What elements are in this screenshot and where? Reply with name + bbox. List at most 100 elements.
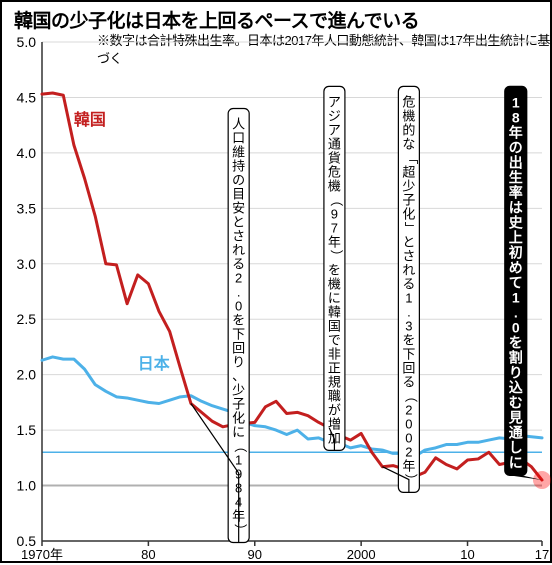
svg-text:1.0: 1.0 <box>17 478 37 494</box>
svg-text:込: 込 <box>509 379 523 395</box>
svg-text:に: に <box>232 425 245 440</box>
svg-text:10: 10 <box>460 547 474 562</box>
svg-text:）: ） <box>233 524 248 537</box>
svg-text:し: し <box>509 439 523 455</box>
svg-text:割: 割 <box>509 349 523 365</box>
svg-text:人: 人 <box>232 117 245 132</box>
svg-text:0: 0 <box>405 431 412 446</box>
svg-text:回: 回 <box>232 341 245 356</box>
svg-text:1970年: 1970年 <box>21 547 63 562</box>
svg-text:安: 安 <box>232 201 245 216</box>
svg-text:2000: 2000 <box>347 547 376 562</box>
svg-text:2.5: 2.5 <box>17 311 37 327</box>
svg-text:に: に <box>509 454 523 470</box>
svg-text:）: ） <box>403 473 418 486</box>
svg-text:を: を <box>402 333 415 348</box>
svg-text:3: 3 <box>405 319 412 334</box>
svg-text:率: 率 <box>509 184 523 200</box>
svg-text:と: と <box>232 215 245 230</box>
svg-text:ジ: ジ <box>328 109 341 124</box>
svg-text:は: は <box>509 199 523 215</box>
svg-text:機: 機 <box>402 109 415 124</box>
chart-svg: 0.51.01.52.02.53.03.54.04.55.01970年80902… <box>2 2 552 565</box>
svg-text:維: 維 <box>232 145 245 160</box>
svg-text:生: 生 <box>509 169 523 185</box>
svg-text:」: 」 <box>403 221 418 234</box>
svg-text:子: 子 <box>402 193 415 208</box>
svg-text:さ: さ <box>402 249 415 264</box>
svg-text:超: 超 <box>402 165 415 180</box>
annotations: 人口維持の目安とされる2.0を下回り、少子化に（1984年）アジア通貨危機（97… <box>191 86 542 542</box>
svg-text:非: 非 <box>328 347 341 362</box>
svg-text:規: 規 <box>328 375 341 390</box>
svg-text:に: に <box>328 291 341 306</box>
svg-text:2: 2 <box>235 271 242 286</box>
svg-text:3.0: 3.0 <box>17 256 37 272</box>
svg-text:め: め <box>509 259 523 275</box>
svg-text:る: る <box>402 375 415 390</box>
svg-text:0: 0 <box>405 417 412 432</box>
svg-text:80: 80 <box>141 547 155 562</box>
svg-text:年: 年 <box>402 459 415 474</box>
svg-text:1: 1 <box>512 289 520 305</box>
svg-text:て: て <box>509 274 523 290</box>
svg-text:1: 1 <box>512 94 520 110</box>
svg-text:（: （ <box>329 193 344 206</box>
svg-text:を: を <box>232 313 245 328</box>
fertility-rate-chart: 韓国の少子化は日本を上回るペースで進んでいる ※数字は合計特殊出生率。日本は20… <box>0 0 552 563</box>
svg-text:を: を <box>509 334 523 350</box>
svg-text:口: 口 <box>232 131 245 146</box>
svg-text:年: 年 <box>509 124 523 140</box>
svg-text:上: 上 <box>509 229 523 245</box>
svg-text:通: 通 <box>509 424 523 440</box>
svg-text:9: 9 <box>331 207 338 222</box>
svg-text:機: 機 <box>328 179 341 194</box>
svg-text:初: 初 <box>509 244 523 260</box>
svg-text:下: 下 <box>402 347 415 362</box>
svg-text:り: り <box>232 355 245 370</box>
svg-text:少: 少 <box>402 179 415 194</box>
svg-text:90: 90 <box>248 547 262 562</box>
svg-text:下: 下 <box>232 327 245 342</box>
svg-text:目: 目 <box>232 187 245 202</box>
svg-text:れ: れ <box>232 243 245 258</box>
svg-text:が: が <box>328 403 341 418</box>
svg-text:17: 17 <box>535 547 549 562</box>
svg-text:4.0: 4.0 <box>17 145 37 161</box>
svg-text:国: 国 <box>328 319 341 334</box>
svg-text:4.5: 4.5 <box>17 89 37 105</box>
svg-text:1: 1 <box>235 453 242 468</box>
japan-label: 日本 <box>138 354 170 373</box>
svg-text:ア: ア <box>328 95 341 110</box>
svg-text:2.0: 2.0 <box>17 367 37 383</box>
svg-text:機: 機 <box>328 277 341 292</box>
svg-text:韓: 韓 <box>328 305 341 320</box>
svg-text:8: 8 <box>512 109 520 125</box>
svg-text:危: 危 <box>402 95 415 110</box>
svg-text:、: 、 <box>232 369 245 384</box>
svg-text:出: 出 <box>509 154 523 170</box>
svg-text:回: 回 <box>402 361 415 376</box>
svg-text:子: 子 <box>232 397 245 412</box>
svg-text:危: 危 <box>328 165 341 180</box>
svg-text:見: 見 <box>508 409 523 425</box>
svg-text:と: と <box>402 235 415 250</box>
svg-text:年: 年 <box>328 235 341 250</box>
svg-text:な: な <box>402 137 415 152</box>
svg-text:る: る <box>402 277 415 292</box>
svg-text:0: 0 <box>235 299 242 314</box>
svg-text:5.0: 5.0 <box>17 34 37 50</box>
korea-label: 韓国 <box>74 110 106 129</box>
svg-text:.: . <box>237 285 241 300</box>
svg-text:れ: れ <box>402 263 415 278</box>
svg-text:0: 0 <box>512 319 520 335</box>
svg-text:職: 職 <box>328 389 341 404</box>
svg-text:1: 1 <box>405 291 412 306</box>
svg-text:2: 2 <box>405 403 412 418</box>
svg-text:正: 正 <box>328 361 341 376</box>
svg-text:）: ） <box>329 249 344 262</box>
svg-text:「: 「 <box>403 151 418 164</box>
svg-text:の: の <box>509 139 523 155</box>
svg-text:る: る <box>232 257 245 272</box>
svg-text:化: 化 <box>402 207 415 222</box>
